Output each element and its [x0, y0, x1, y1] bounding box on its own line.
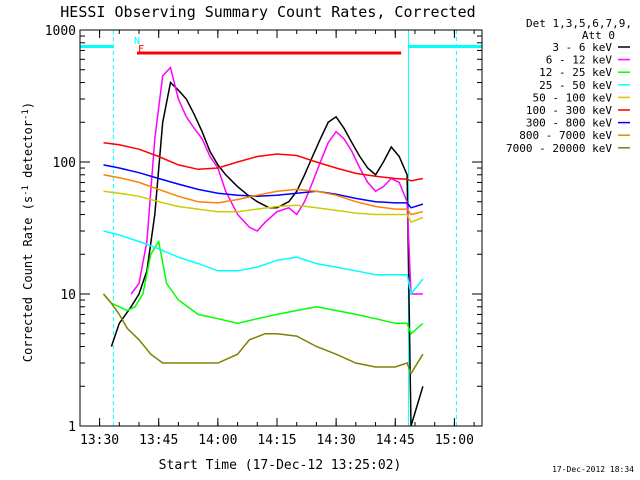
ylabel-mid: detector — [21, 120, 35, 185]
legend-label-0: 3 - 6 keV — [552, 41, 612, 54]
y-tick-label-2: 100 — [53, 156, 76, 171]
ylabel-main: Corrected Count Rate (s — [21, 196, 35, 362]
svg-text:Corrected Count Rate (s-1 dete: Corrected Count Rate (s-1 detector-1) — [21, 102, 35, 362]
legend-label-3: 25 - 50 keV — [539, 79, 612, 92]
y-tick-label-0: 1 — [68, 420, 76, 435]
legend-label-1: 6 - 12 keV — [546, 54, 613, 67]
legend-label-4: 50 - 100 keV — [533, 91, 613, 104]
series-line-8 — [102, 293, 424, 376]
ylabel-sup1: -1 — [21, 185, 31, 196]
series-line-7 — [103, 174, 424, 216]
axis-ticks: 13:30 13:45 14:00 14:15 14:30 14:45 15:00 1 10 10… — [45, 24, 482, 448]
y-axis-label: Corrected Count Rate (s-1 detector-1) — [21, 102, 35, 362]
legend-header-1: Det 1,3,5,6,7,9, — [526, 17, 632, 30]
flag-n-label: N — [134, 36, 140, 47]
chart-title: HESSI Observing Summary Count Rates, Cor… — [60, 3, 475, 21]
y-tick-label-1: 10 — [60, 288, 76, 303]
ylabel-sup2: -1 — [21, 109, 31, 120]
axes — [79, 29, 483, 427]
y-tick-label-3: 1000 — [45, 24, 76, 39]
legend-label-6: 300 - 800 keV — [526, 117, 612, 130]
series-line-3 — [103, 230, 424, 296]
series-line-5 — [103, 141, 424, 182]
series-line-2 — [102, 239, 424, 335]
x-tick-label-5: 14:45 — [376, 433, 415, 448]
legend-label-2: 12 - 25 keV — [539, 66, 612, 79]
legend-label-8: 7000 - 20000 keV — [506, 142, 612, 155]
x-tick-label-2: 14:00 — [198, 433, 237, 448]
x-tick-label-4: 14:30 — [317, 433, 356, 448]
x-tick-label-0: 13:30 — [80, 433, 119, 448]
plot-area — [80, 30, 482, 427]
x-tick-label-3: 14:15 — [257, 433, 296, 448]
series-line-6 — [103, 164, 424, 209]
legend-label-7: 800 - 7000 keV — [519, 129, 612, 142]
flag-f-label: F — [138, 44, 144, 55]
x-tick-label-1: 13:45 — [139, 433, 178, 448]
series-line-0 — [110, 80, 424, 427]
x-axis-label: Start Time (17-Dec-12 13:25:02) — [159, 458, 402, 473]
series-line-1 — [130, 65, 423, 295]
legend-label-5: 100 - 300 keV — [526, 104, 612, 117]
footer-timestamp: 17-Dec-2012 18:34 — [552, 465, 634, 474]
series-line-4 — [103, 190, 424, 224]
ylabel-end: ) — [21, 102, 35, 109]
x-tick-label-6: 15:00 — [435, 433, 474, 448]
legend-header-2: Att 0 — [582, 29, 615, 42]
